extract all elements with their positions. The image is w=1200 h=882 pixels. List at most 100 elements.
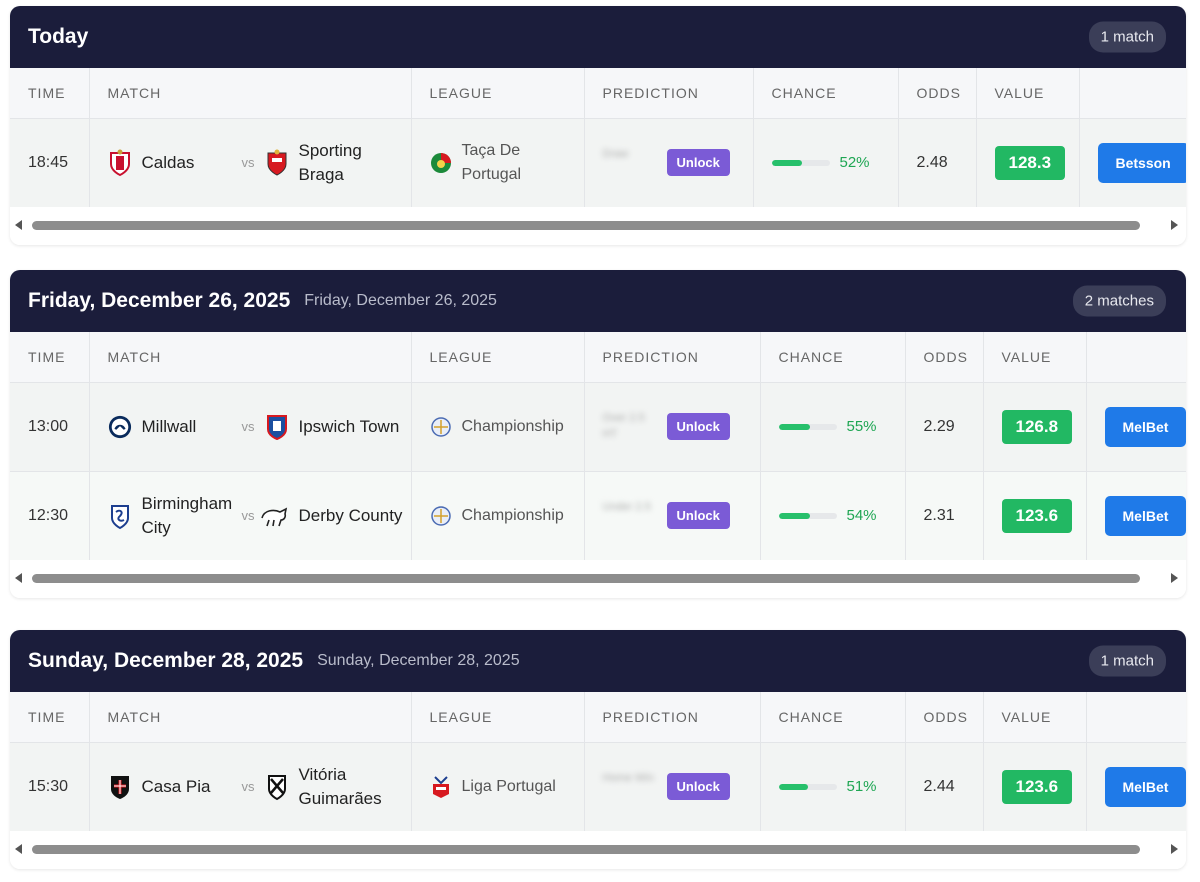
scroll-right-icon[interactable] <box>1171 573 1178 583</box>
league-cell: Championship <box>411 470 585 560</box>
table-header-row: TIME MATCH LEAGUE PREDICTION CHANCE ODDS… <box>10 692 1186 743</box>
col-header-prediction: PREDICTION <box>584 68 754 119</box>
day-section-dec-28: Sunday, December 28, 2025 Sunday, Decemb… <box>10 630 1186 869</box>
col-header-chance: CHANCE <box>760 332 906 383</box>
chance-cell: 54% <box>760 470 906 560</box>
bookmaker-button[interactable]: MelBet <box>1104 495 1186 536</box>
match-cell: Birmingham City vs Derby County <box>89 470 412 560</box>
away-team-name: Derby County <box>298 505 403 525</box>
value-cell: 126.8 <box>983 382 1087 471</box>
bookmaker-cell: MelBet <box>1086 470 1186 560</box>
col-header-bookmaker <box>1086 692 1186 743</box>
vs-label: vs <box>241 155 255 171</box>
bookmaker-button[interactable]: Betsson <box>1097 142 1186 183</box>
chance-bar-fill <box>778 512 810 519</box>
col-header-match: MATCH <box>89 68 412 119</box>
casa-pia-crest-icon <box>108 773 132 801</box>
away-team[interactable]: Vitória Guimarães <box>265 763 411 811</box>
match-time: 12:30 <box>10 470 90 560</box>
bookmaker-cell: Betsson <box>1079 118 1186 207</box>
table-row: 18:45 Caldas vs <box>10 118 1186 207</box>
unlock-button[interactable]: Unlock <box>666 502 730 530</box>
bookmaker-button[interactable]: MelBet <box>1104 406 1186 447</box>
chance-bar-fill <box>778 783 809 790</box>
horizontal-scrollbar[interactable] <box>10 560 1186 598</box>
league-cell: Championship <box>411 382 585 471</box>
prediction-cell: Over 2.5 HT Unlock <box>584 382 761 471</box>
scrollbar-thumb[interactable] <box>32 574 1140 583</box>
col-header-time: TIME <box>10 692 90 743</box>
home-team[interactable]: Caldas <box>108 149 238 177</box>
league-cell: Liga Portugal <box>411 742 585 831</box>
value-badge: 126.8 <box>1001 409 1073 444</box>
home-team[interactable]: Casa Pia <box>108 773 238 801</box>
league-name[interactable]: Taça De Portugal <box>461 141 522 183</box>
scroll-right-icon[interactable] <box>1171 220 1178 230</box>
table-header-row: TIME MATCH LEAGUE PREDICTION CHANCE ODDS… <box>10 68 1186 119</box>
scrollbar-thumb[interactable] <box>32 221 1140 230</box>
league-name[interactable]: Liga Portugal <box>461 777 556 795</box>
col-header-value: VALUE <box>976 68 1080 119</box>
home-team-name: Casa Pia <box>141 776 211 796</box>
liga-portugal-icon <box>430 776 452 798</box>
bookmaker-button[interactable]: MelBet <box>1104 766 1186 807</box>
col-header-chance: CHANCE <box>760 692 906 743</box>
home-team[interactable]: Birmingham City <box>108 492 238 540</box>
col-header-odds: ODDS <box>905 692 984 743</box>
away-team[interactable]: Ipswich Town <box>265 413 411 441</box>
away-team[interactable]: Derby County <box>259 502 411 530</box>
away-team[interactable]: Sporting Braga <box>265 139 411 187</box>
ipswich-crest-icon <box>265 413 289 441</box>
day-section-dec-26: Friday, December 26, 2025 Friday, Decemb… <box>10 270 1186 598</box>
derby-crest-icon <box>259 502 289 530</box>
birmingham-crest-icon <box>108 502 132 530</box>
match-cell: Caldas vs Sporting Braga <box>89 118 412 207</box>
away-team-name: Vitória Guimarães <box>298 764 382 808</box>
horizontal-scrollbar[interactable] <box>10 207 1186 245</box>
unlock-button[interactable]: Unlock <box>666 149 730 177</box>
championship-icon <box>430 416 452 438</box>
scroll-right-icon[interactable] <box>1171 844 1178 854</box>
chance-bar-fill <box>771 159 802 166</box>
league-name[interactable]: Championship <box>461 506 564 524</box>
horizontal-scrollbar[interactable] <box>10 831 1186 869</box>
match-count-badge: 2 matches <box>1072 285 1166 317</box>
home-team-name: Millwall <box>141 416 197 436</box>
chance-bar <box>778 512 837 519</box>
caldas-crest-icon <box>108 149 132 177</box>
odds-value: 2.44 <box>905 742 984 831</box>
section-title: Today <box>28 25 89 48</box>
league-name[interactable]: Championship <box>461 417 564 435</box>
col-header-bookmaker <box>1079 68 1186 119</box>
home-team-name: Caldas <box>141 152 195 172</box>
value-badge: 128.3 <box>994 145 1066 180</box>
value-badge: 123.6 <box>1001 498 1073 533</box>
table-row: 13:00 Millwall vs <box>10 382 1186 471</box>
scroll-left-icon[interactable] <box>15 220 22 230</box>
chance-bar <box>778 783 837 790</box>
scroll-left-icon[interactable] <box>15 844 22 854</box>
scrollbar-thumb[interactable] <box>32 845 1140 854</box>
vs-label: vs <box>241 419 255 434</box>
bookmaker-cell: MelBet <box>1086 742 1186 831</box>
scroll-left-icon[interactable] <box>15 573 22 583</box>
matches-table: TIME MATCH LEAGUE PREDICTION CHANCE ODDS… <box>10 68 1186 207</box>
value-cell: 123.6 <box>983 470 1087 560</box>
chance-bar-fill <box>778 423 811 430</box>
section-subtitle: Friday, December 26, 2025 <box>304 292 497 309</box>
vitoria-crest-icon <box>265 773 289 801</box>
table-header-row: TIME MATCH LEAGUE PREDICTION CHANCE ODDS… <box>10 332 1186 383</box>
chance-bar <box>778 423 837 430</box>
section-header: Friday, December 26, 2025 Friday, Decemb… <box>10 270 1186 332</box>
home-team[interactable]: Millwall <box>108 413 238 441</box>
match-time: 18:45 <box>10 118 90 207</box>
section-header: Today 1 match <box>10 6 1186 68</box>
chance-bar <box>771 159 830 166</box>
col-header-league: LEAGUE <box>411 332 585 383</box>
value-cell: 128.3 <box>976 118 1080 207</box>
col-header-odds: ODDS <box>905 332 984 383</box>
unlock-button[interactable]: Unlock <box>666 413 730 440</box>
blurred-prediction: Under 2.5 <box>602 500 651 513</box>
braga-crest-icon <box>265 149 289 177</box>
unlock-button[interactable]: Unlock <box>666 773 730 801</box>
